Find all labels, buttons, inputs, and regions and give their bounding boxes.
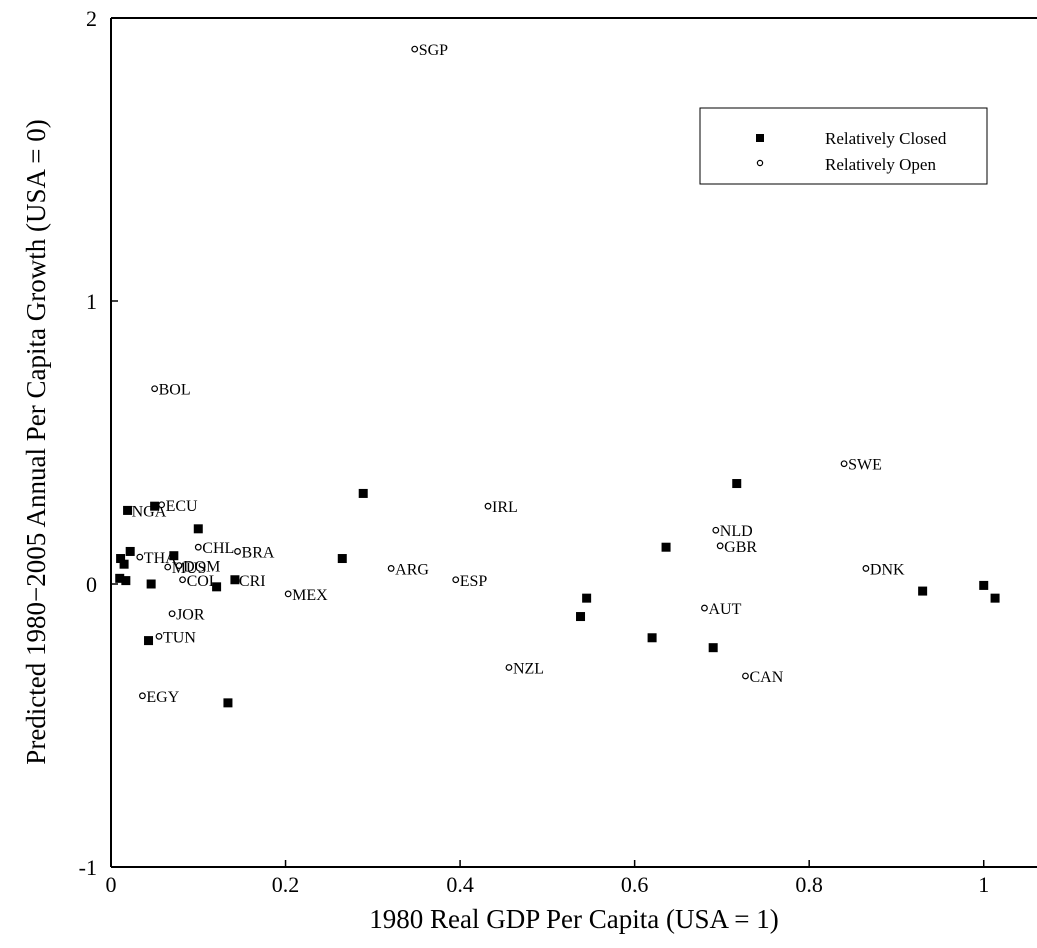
point-label: MEX	[292, 587, 328, 604]
open-point-marker	[484, 502, 492, 510]
closed-point-marker	[661, 542, 671, 552]
point-label: JOR	[176, 607, 205, 624]
closed-point-marker	[337, 554, 347, 564]
y-tick-label: 0	[86, 572, 97, 597]
open-point-marker	[234, 548, 241, 555]
y-tick-label: 1	[86, 289, 97, 314]
open-point-marker	[701, 604, 708, 612]
y-axis-ticks: -1 0 1 2	[79, 6, 118, 880]
closed-point-marker	[647, 633, 657, 643]
point-label: THA	[144, 550, 177, 567]
point-label: ESP	[460, 573, 488, 590]
closed-point-marker	[123, 505, 133, 515]
closed-point-marker	[119, 559, 129, 569]
closed-point-marker	[230, 575, 240, 585]
closed-point-marker	[144, 636, 154, 646]
point-label: SGP	[419, 42, 448, 59]
point-label: BRA	[242, 544, 275, 561]
open-point-marker	[139, 692, 146, 700]
open-point-marker	[452, 576, 460, 584]
closed-point-marker	[212, 582, 222, 592]
closed-point-marker	[193, 524, 203, 534]
closed-point-marker	[918, 586, 928, 596]
closed-point-marker	[708, 643, 718, 653]
legend-closed-label: Relatively Closed	[825, 129, 947, 148]
open-point-marker	[168, 610, 176, 618]
open-point-marker	[158, 501, 166, 509]
closed-point-marker	[979, 580, 989, 590]
point-label: TUN	[163, 629, 196, 646]
point-label: CAN	[749, 669, 783, 686]
point-label: DNK	[870, 561, 905, 578]
point-label: ECU	[166, 498, 198, 515]
y-axis-title: Predicted 1980−2005 Annual Per Capita Gr…	[21, 119, 51, 764]
x-axis-title: 1980 Real GDP Per Capita (USA = 1)	[369, 904, 778, 934]
point-label: BOL	[159, 382, 191, 399]
point-label: ARG	[395, 561, 429, 578]
point-label: SWE	[848, 457, 882, 474]
open-point-marker	[712, 526, 720, 534]
x-tick-label: 0.8	[795, 872, 823, 897]
open-point-marker	[175, 562, 183, 570]
closed-point-marker	[116, 554, 126, 564]
point-label: NLD	[720, 523, 753, 540]
open-point-marker	[411, 45, 419, 53]
open-point-marker	[387, 565, 395, 572]
x-tick-label: 1	[978, 872, 989, 897]
closed-point-marker	[582, 593, 592, 603]
point-label: IRL	[492, 499, 518, 516]
open-point-marker	[136, 553, 144, 561]
point-label: EGY	[146, 689, 179, 706]
point-label: NZL	[513, 660, 544, 677]
open-point-marker	[505, 664, 513, 671]
open-point-marker	[179, 576, 186, 584]
legend-closed-marker	[756, 134, 764, 142]
point-label: CRI	[239, 573, 266, 590]
open-point-marker	[194, 543, 202, 551]
point-label: AUT	[708, 601, 741, 618]
open-point-marker	[840, 460, 848, 468]
legend-open-marker	[756, 159, 764, 167]
plot-frame	[110, 17, 1037, 868]
open-point-marker	[155, 632, 163, 640]
closed-point-marker	[732, 479, 742, 489]
y-tick-label: 2	[86, 6, 97, 31]
open-point-marker	[742, 672, 749, 680]
legend-open-label: Relatively Open	[825, 155, 936, 174]
point-label: COL	[187, 573, 219, 590]
open-point-marker	[716, 542, 724, 550]
x-tick-label: 0.4	[446, 872, 474, 897]
x-axis-ticks: 0 0.2 0.4 0.6 0.8 1	[106, 860, 989, 897]
open-point-marker	[151, 385, 159, 393]
open-point-marker	[862, 565, 870, 572]
open-point-marker	[164, 563, 172, 571]
closed-point-marker	[115, 573, 125, 583]
point-label: DOM	[183, 559, 220, 576]
closed-point-marker	[990, 593, 1000, 603]
closed-point-marker	[223, 698, 233, 708]
closed-point-marker	[169, 551, 179, 561]
closed-point-marker	[125, 546, 135, 556]
point-label: MUS	[172, 560, 207, 577]
x-tick-label: 0.6	[621, 872, 649, 897]
point-label: GBR	[724, 539, 757, 556]
x-tick-label: 0.2	[272, 872, 300, 897]
x-tick-label: 0	[106, 872, 117, 897]
open-point-marker	[284, 590, 292, 598]
closed-point-marker	[150, 501, 160, 511]
y-tick-label: -1	[79, 855, 97, 880]
closed-point-marker	[358, 488, 368, 498]
closed-point-marker	[146, 579, 156, 589]
closed-point-marker	[121, 576, 131, 586]
legend: Relatively Closed Relatively Open	[699, 107, 988, 185]
legend-box	[699, 107, 988, 185]
closed-point-marker	[576, 612, 586, 622]
point-label: CHL	[202, 540, 234, 557]
